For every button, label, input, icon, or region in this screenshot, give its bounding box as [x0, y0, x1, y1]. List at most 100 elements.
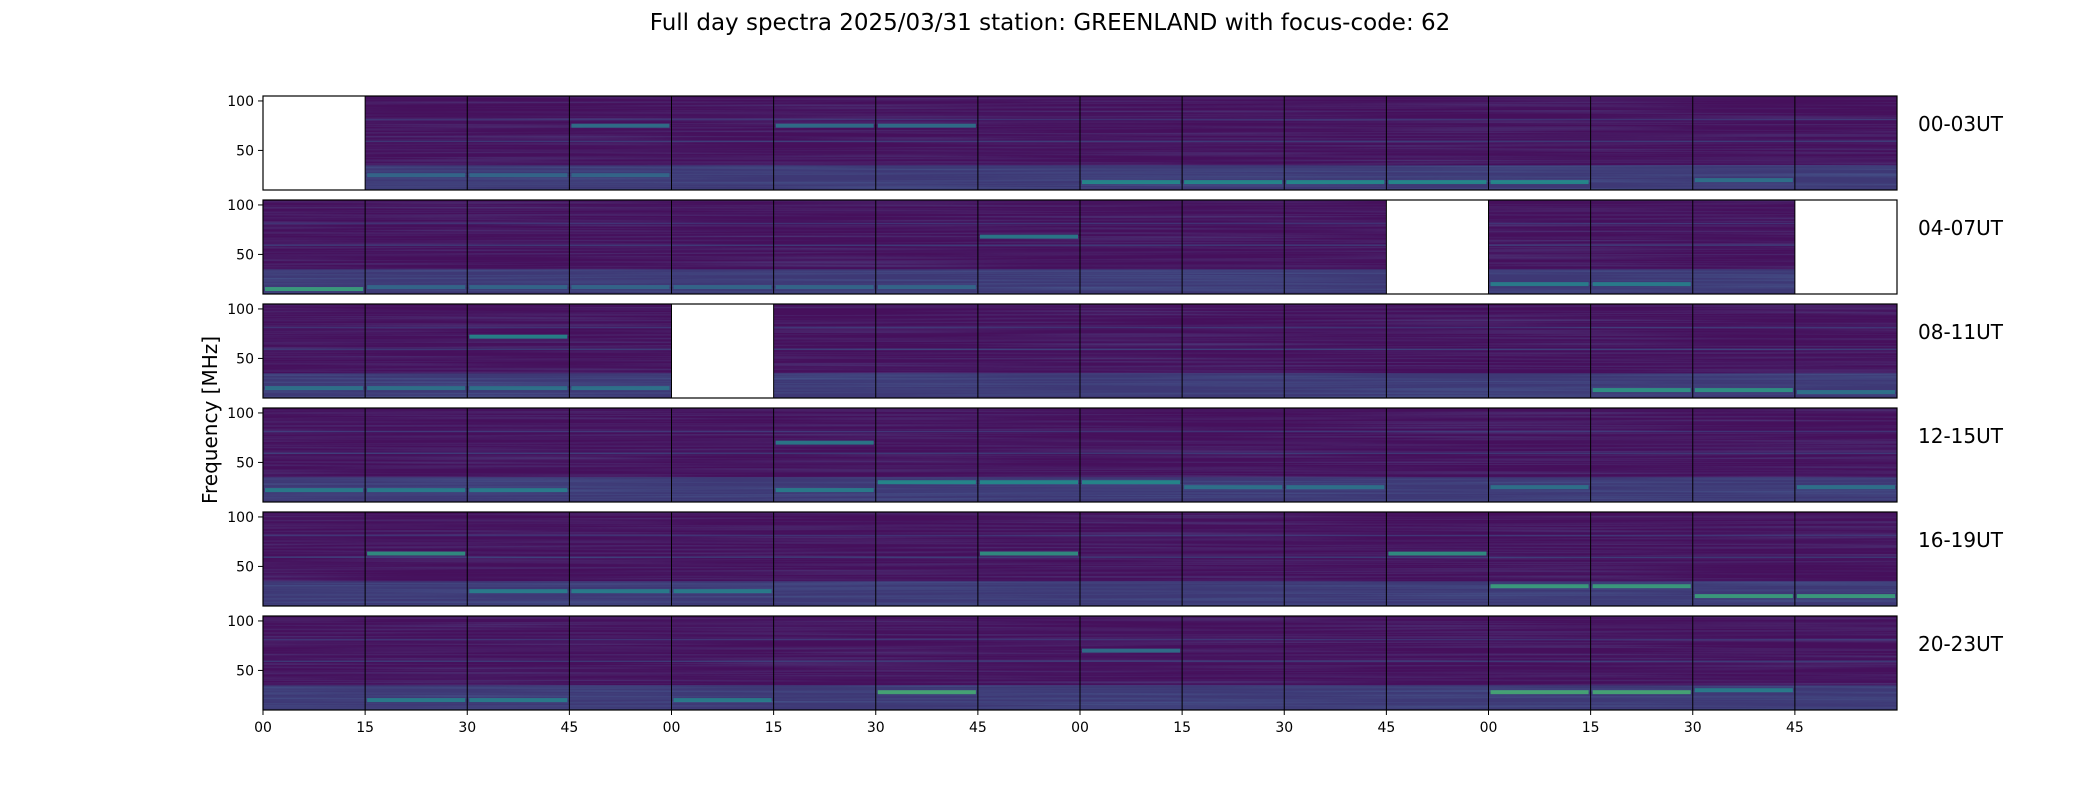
noise-texture: [1692, 304, 1795, 398]
interference-line: [1590, 430, 1693, 433]
emission-band: [265, 488, 364, 493]
spectra-row: 50 100 00-03UT: [227, 94, 2004, 191]
spectra-row: 50 100 16-19UT: [227, 510, 2004, 607]
interference-line: [1692, 430, 1795, 433]
interference-line: [1590, 348, 1693, 351]
interference-line: [977, 638, 1080, 641]
interference-line: [467, 222, 570, 225]
row-label: 08-11UT: [1918, 320, 2004, 344]
y-tick-label: 50: [236, 351, 254, 367]
noise-texture: [875, 616, 978, 710]
interference-line: [671, 244, 774, 247]
noise-texture: [977, 408, 1080, 502]
x-tick-label: 45: [560, 720, 578, 736]
y-tick-label: 50: [236, 143, 254, 159]
interference-line: [467, 534, 570, 537]
emission-band: [1694, 688, 1793, 693]
y-tick-label: 50: [236, 663, 254, 679]
interference-line: [1080, 660, 1183, 663]
interference-line: [1386, 452, 1489, 455]
noise-texture: [263, 408, 366, 502]
interference-line: [977, 534, 1080, 537]
interference-line: [1590, 556, 1693, 559]
emission-band: [1286, 180, 1385, 185]
interference-line: [1692, 348, 1795, 351]
interference-line: [1386, 326, 1489, 329]
interference-line: [1590, 118, 1693, 121]
interference-line: [671, 534, 774, 537]
emission-band: [1694, 388, 1793, 393]
noise-texture: [1488, 96, 1591, 190]
interference-line: [1284, 326, 1387, 329]
interference-line: [569, 222, 672, 225]
emission-band: [1592, 282, 1691, 287]
interference-line: [1386, 556, 1489, 559]
interference-line: [263, 244, 366, 247]
emission-band: [571, 589, 670, 594]
noise-texture: [671, 408, 774, 502]
interference-line: [1590, 638, 1693, 641]
y-tick-label: 100: [227, 406, 254, 422]
interference-line: [569, 430, 672, 433]
interference-line: [773, 118, 876, 121]
noise-texture: [1692, 512, 1795, 606]
emission-band: [1388, 180, 1487, 185]
noise-texture: [365, 408, 468, 502]
emission-band: [571, 123, 670, 128]
interference-line: [1386, 534, 1489, 537]
noise-texture: [569, 408, 672, 502]
emission-band: [775, 285, 874, 290]
interference-line: [671, 430, 774, 433]
interference-line: [1488, 534, 1591, 537]
row-label: 04-07UT: [1918, 216, 2004, 240]
interference-line: [1488, 140, 1591, 143]
emission-band: [1082, 648, 1181, 653]
noise-texture: [977, 304, 1080, 398]
noise-texture: [365, 200, 468, 294]
emission-band: [673, 698, 772, 703]
x-tick-label: 30: [1275, 720, 1293, 736]
interference-line: [671, 140, 774, 143]
noise-texture: [671, 616, 774, 710]
interference-line: [1284, 244, 1387, 247]
interference-line: [875, 140, 978, 143]
noise-texture: [1182, 616, 1285, 710]
interference-line: [1080, 118, 1183, 121]
noise-texture: [569, 304, 672, 398]
emission-band: [367, 488, 466, 493]
emission-band: [775, 123, 874, 128]
row-label: 20-23UT: [1918, 632, 2004, 656]
interference-line: [1488, 222, 1591, 225]
noise-texture: [263, 616, 366, 710]
interference-line: [263, 660, 366, 663]
noise-texture: [263, 304, 366, 398]
noise-texture: [1590, 304, 1693, 398]
interference-line: [1284, 452, 1387, 455]
x-tick-label: 00: [663, 720, 681, 736]
emission-band: [1592, 584, 1691, 589]
interference-line: [773, 326, 876, 329]
interference-line: [1182, 222, 1285, 225]
noise-texture: [1386, 512, 1489, 606]
interference-line: [1794, 534, 1897, 537]
interference-line: [671, 118, 774, 121]
noise-texture: [773, 616, 876, 710]
interference-line: [1692, 244, 1795, 247]
interference-line: [1080, 140, 1183, 143]
y-tick-label: 100: [227, 302, 254, 318]
interference-line: [365, 556, 468, 559]
interference-line: [977, 140, 1080, 143]
noise-texture: [1386, 304, 1489, 398]
interference-line: [1284, 222, 1387, 225]
emission-band: [469, 334, 568, 339]
interference-line: [1080, 556, 1183, 559]
interference-line: [467, 140, 570, 143]
interference-line: [1182, 348, 1285, 351]
noise-texture: [569, 616, 672, 710]
noise-texture: [467, 304, 570, 398]
noise-texture: [1692, 616, 1795, 710]
interference-line: [875, 348, 978, 351]
emission-band: [1490, 690, 1589, 695]
row-frame: [262, 303, 1898, 399]
emission-band: [775, 488, 874, 493]
